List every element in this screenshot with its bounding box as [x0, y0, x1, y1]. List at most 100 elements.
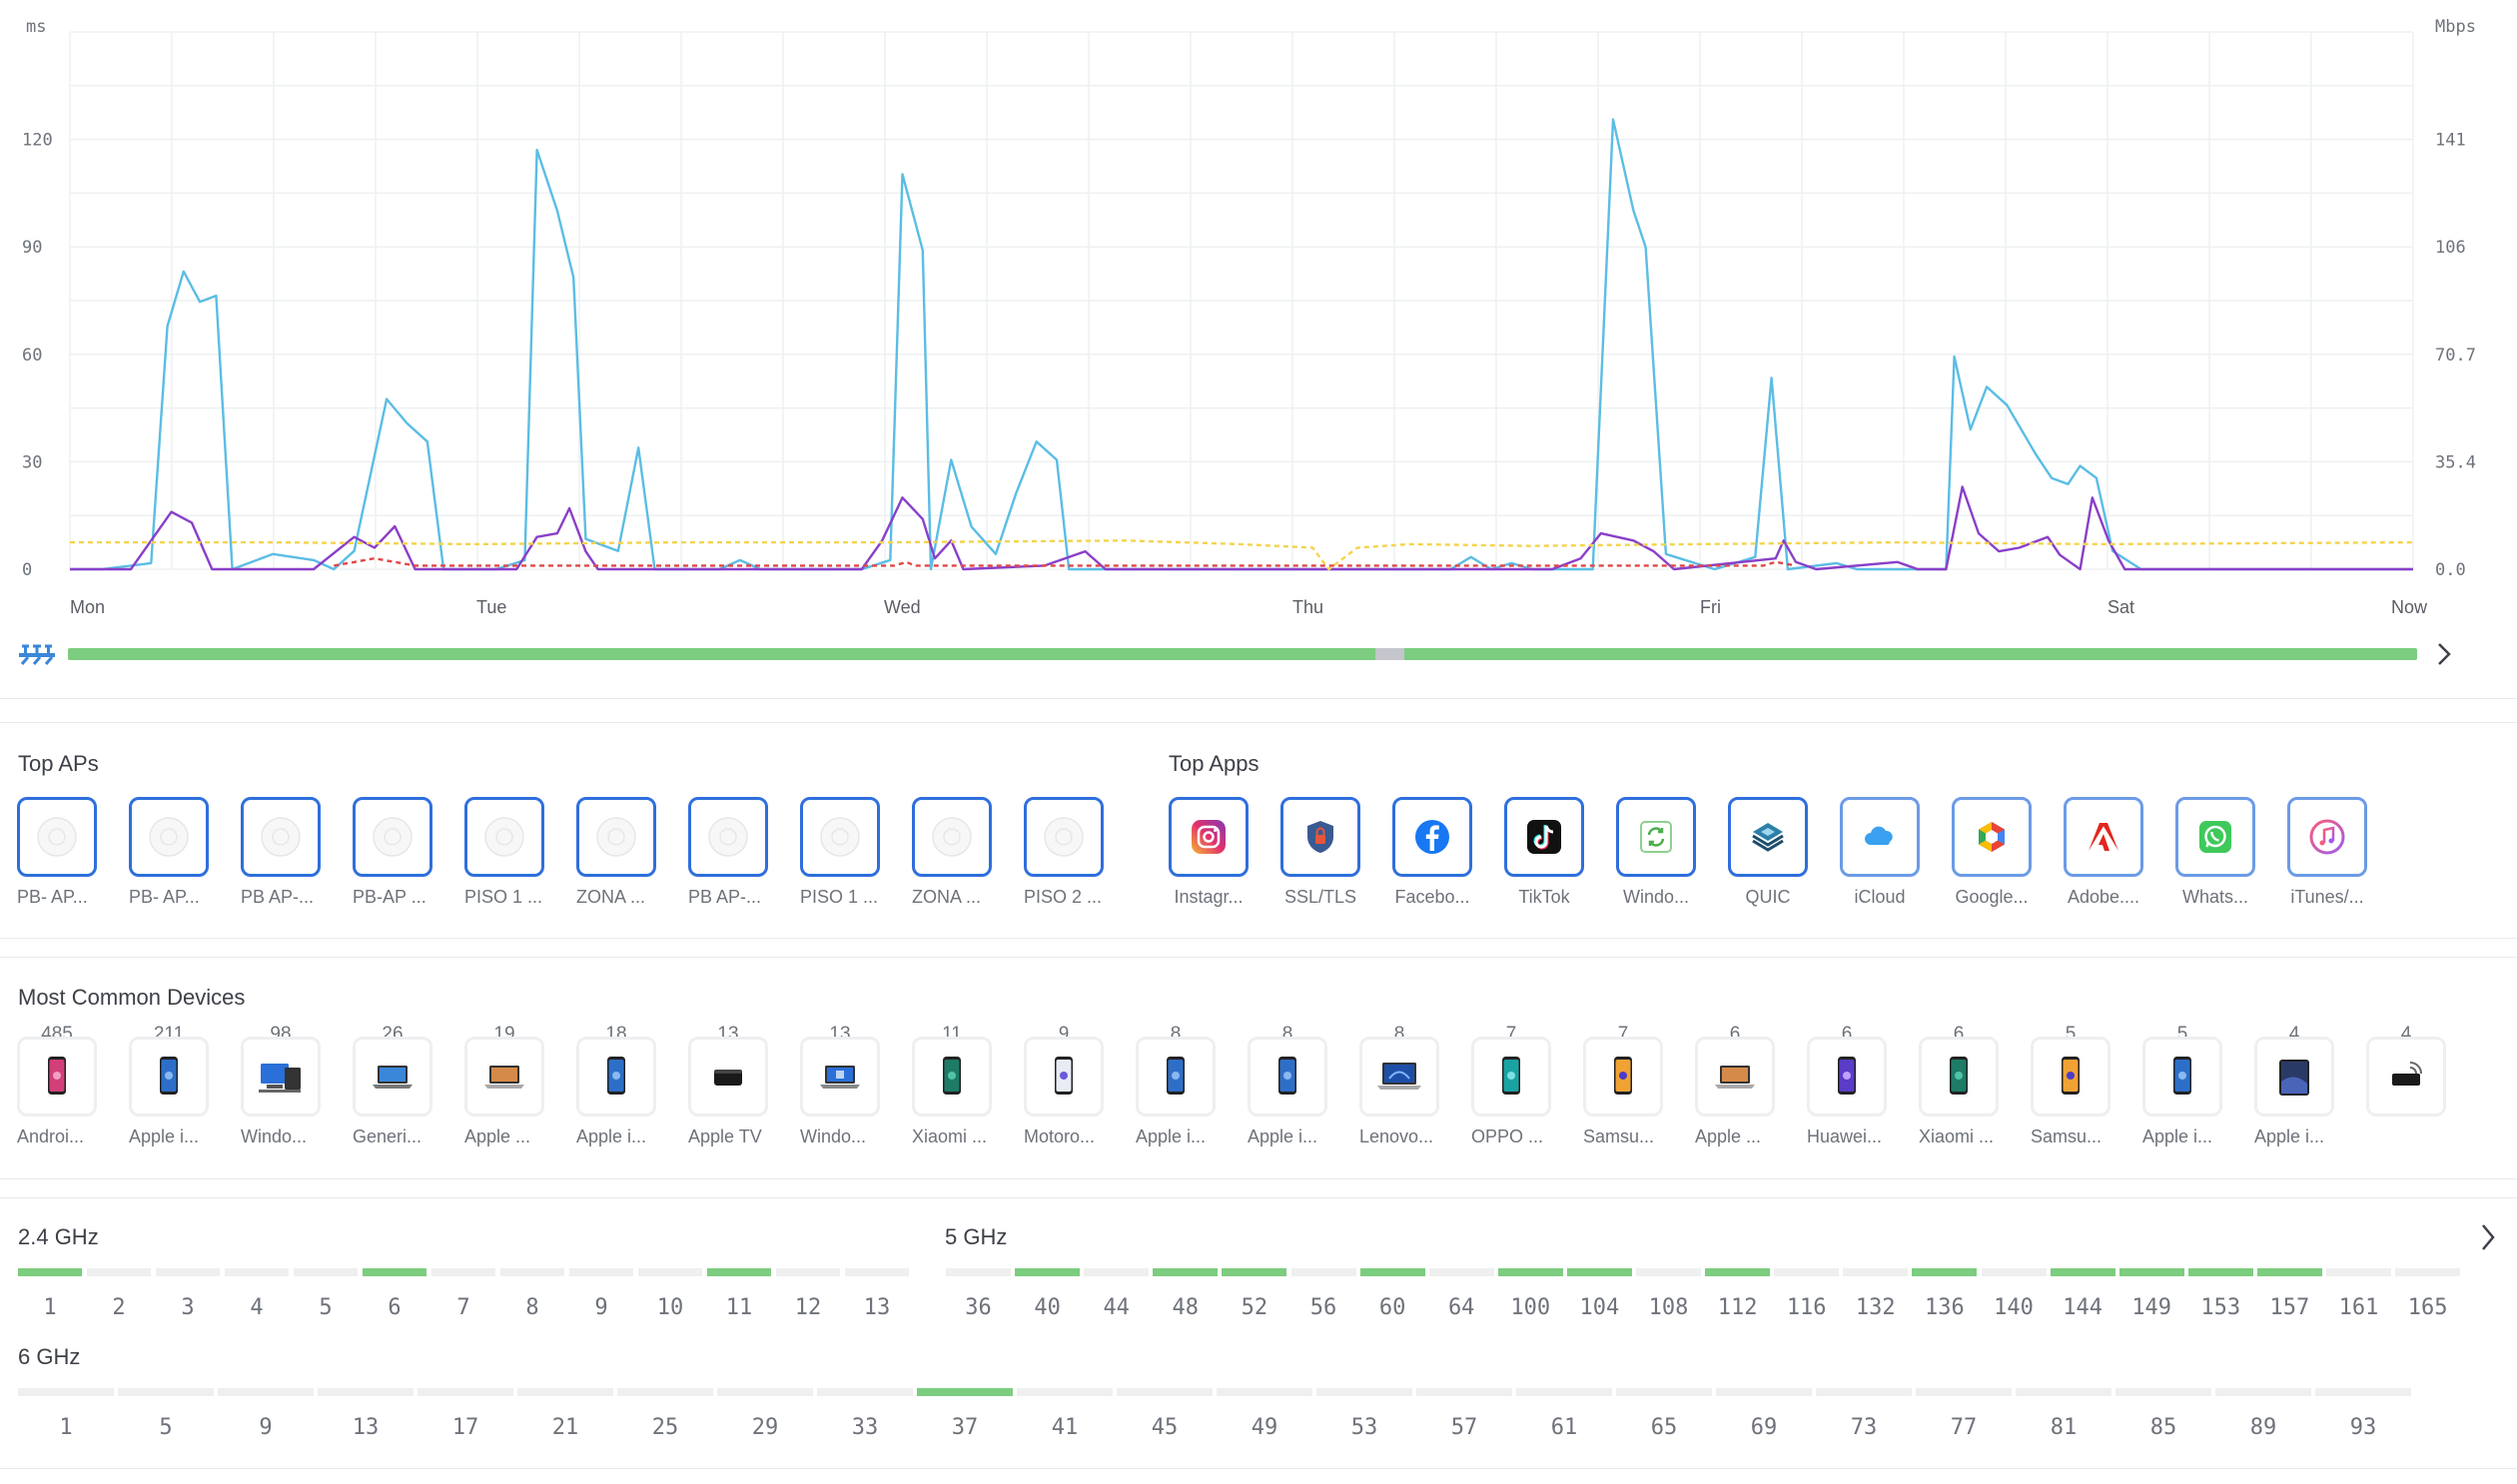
band-6-channel-bar[interactable]	[1616, 1388, 1712, 1396]
band-5-channel-bar[interactable]	[2256, 1268, 2322, 1276]
band-24-channel-bar[interactable]	[363, 1268, 426, 1276]
band-6-channel-bar[interactable]	[817, 1388, 913, 1396]
top-app-tile[interactable]	[1392, 797, 1472, 877]
band-5-channel-bar[interactable]	[2118, 1268, 2184, 1276]
device-tile[interactable]	[1695, 1037, 1775, 1116]
band-6-channel-bar[interactable]	[2016, 1388, 2111, 1396]
band-6-channel-bar[interactable]	[1416, 1388, 1512, 1396]
top-app-tile[interactable]	[1616, 797, 1696, 877]
band-6-channel-bar[interactable]	[1217, 1388, 1312, 1396]
band-5-channel-bar[interactable]	[1566, 1268, 1632, 1276]
device-tile[interactable]	[912, 1037, 992, 1116]
band-6-channel-bar[interactable]	[1316, 1388, 1412, 1396]
band-6-channel-bar[interactable]	[517, 1388, 613, 1396]
device-tile[interactable]	[17, 1037, 97, 1116]
top-ap-tile[interactable]	[688, 797, 768, 877]
band-5-channel-bar[interactable]	[1153, 1268, 1219, 1276]
band-24-channel-bar[interactable]	[500, 1268, 564, 1276]
band-5-channel-bar[interactable]	[1015, 1268, 1081, 1276]
band-6-channel-bar[interactable]	[617, 1388, 713, 1396]
band-5-channel-bar[interactable]	[1843, 1268, 1909, 1276]
top-ap-tile[interactable]	[1024, 797, 1104, 877]
band-24-channel-bar[interactable]	[638, 1268, 702, 1276]
band-24-channel-bar[interactable]	[18, 1268, 82, 1276]
band-6-channel-bar[interactable]	[1117, 1388, 1213, 1396]
band-6-channel-bar[interactable]	[118, 1388, 214, 1396]
band-24-channel-bar[interactable]	[707, 1268, 771, 1276]
device-tile[interactable]	[688, 1037, 768, 1116]
top-ap-tile[interactable]	[129, 797, 209, 877]
device-tile[interactable]	[353, 1037, 432, 1116]
device-tile[interactable]	[1471, 1037, 1551, 1116]
band-6-channel-bar[interactable]	[418, 1388, 513, 1396]
top-app-tile[interactable]	[1169, 797, 1249, 877]
chevron-right-icon[interactable]	[2429, 639, 2459, 669]
band-5-channel-bar[interactable]	[1636, 1268, 1701, 1276]
band-6-channel-bar[interactable]	[1716, 1388, 1812, 1396]
band-24-channel-bar[interactable]	[776, 1268, 840, 1276]
device-tile[interactable]	[1359, 1037, 1439, 1116]
chevron-right-icon[interactable]	[2473, 1220, 2503, 1254]
device-tile[interactable]	[241, 1037, 321, 1116]
band-6-channel-bar[interactable]	[1516, 1388, 1612, 1396]
device-tile[interactable]	[2031, 1037, 2110, 1116]
band-5-channel-bar[interactable]	[1981, 1268, 2047, 1276]
top-ap-tile[interactable]	[464, 797, 544, 877]
band-5-channel-bar[interactable]	[946, 1268, 1011, 1276]
band-6-channel-bar[interactable]	[1816, 1388, 1912, 1396]
band-5-channel-bar[interactable]	[1428, 1268, 1494, 1276]
band-24-channel-bar[interactable]	[431, 1268, 495, 1276]
device-tile[interactable]	[464, 1037, 544, 1116]
band-6-channel-bar[interactable]	[717, 1388, 813, 1396]
top-app-tile[interactable]	[1504, 797, 1584, 877]
band-5-channel-bar[interactable]	[1497, 1268, 1563, 1276]
band-5-channel-bar[interactable]	[1084, 1268, 1150, 1276]
top-app-tile[interactable]	[1280, 797, 1360, 877]
band-5-channel-bar[interactable]	[2326, 1268, 2391, 1276]
band-24-channel-bar[interactable]	[225, 1268, 289, 1276]
band-6-channel-bar[interactable]	[318, 1388, 414, 1396]
band-6-channel-bar[interactable]	[917, 1388, 1013, 1396]
top-app-tile[interactable]	[1840, 797, 1920, 877]
top-app-tile[interactable]	[1952, 797, 2032, 877]
band-5-channel-bar[interactable]	[1912, 1268, 1978, 1276]
band-6-channel-bar[interactable]	[18, 1388, 114, 1396]
band-5-channel-bar[interactable]	[2395, 1268, 2461, 1276]
band-6-channel-bar[interactable]	[1916, 1388, 2012, 1396]
band-24-channel-bar[interactable]	[569, 1268, 633, 1276]
top-ap-tile[interactable]	[800, 797, 880, 877]
top-ap-tile[interactable]	[241, 797, 321, 877]
band-5-channel-bar[interactable]	[1222, 1268, 1287, 1276]
uptime-bar[interactable]	[68, 648, 2417, 660]
band-5-channel-bar[interactable]	[1705, 1268, 1771, 1276]
band-5-channel-bar[interactable]	[1290, 1268, 1356, 1276]
band-24-channel-bar[interactable]	[156, 1268, 220, 1276]
device-tile[interactable]	[576, 1037, 656, 1116]
top-app-tile[interactable]	[1728, 797, 1808, 877]
band-24-channel-bar[interactable]	[87, 1268, 151, 1276]
top-app-tile[interactable]	[2064, 797, 2143, 877]
device-tile[interactable]	[2142, 1037, 2222, 1116]
device-tile[interactable]	[1919, 1037, 1999, 1116]
device-tile[interactable]	[2254, 1037, 2334, 1116]
top-ap-tile[interactable]	[17, 797, 97, 877]
top-ap-tile[interactable]	[912, 797, 992, 877]
device-tile[interactable]	[129, 1037, 209, 1116]
band-6-channel-bar[interactable]	[1017, 1388, 1113, 1396]
band-6-channel-bar[interactable]	[2315, 1388, 2411, 1396]
band-5-channel-bar[interactable]	[2050, 1268, 2115, 1276]
band-5-channel-bar[interactable]	[2187, 1268, 2253, 1276]
top-ap-tile[interactable]	[353, 797, 432, 877]
top-app-tile[interactable]	[2175, 797, 2255, 877]
device-tile[interactable]	[800, 1037, 880, 1116]
device-tile[interactable]	[1136, 1037, 1216, 1116]
band-6-channel-bar[interactable]	[2215, 1388, 2311, 1396]
band-24-channel-bar[interactable]	[845, 1268, 909, 1276]
top-app-tile[interactable]	[2287, 797, 2367, 877]
band-5-channel-bar[interactable]	[1774, 1268, 1840, 1276]
device-tile[interactable]	[1248, 1037, 1327, 1116]
device-tile[interactable]	[1807, 1037, 1887, 1116]
device-tile[interactable]	[1583, 1037, 1663, 1116]
device-tile[interactable]	[1024, 1037, 1104, 1116]
top-ap-tile[interactable]	[576, 797, 656, 877]
